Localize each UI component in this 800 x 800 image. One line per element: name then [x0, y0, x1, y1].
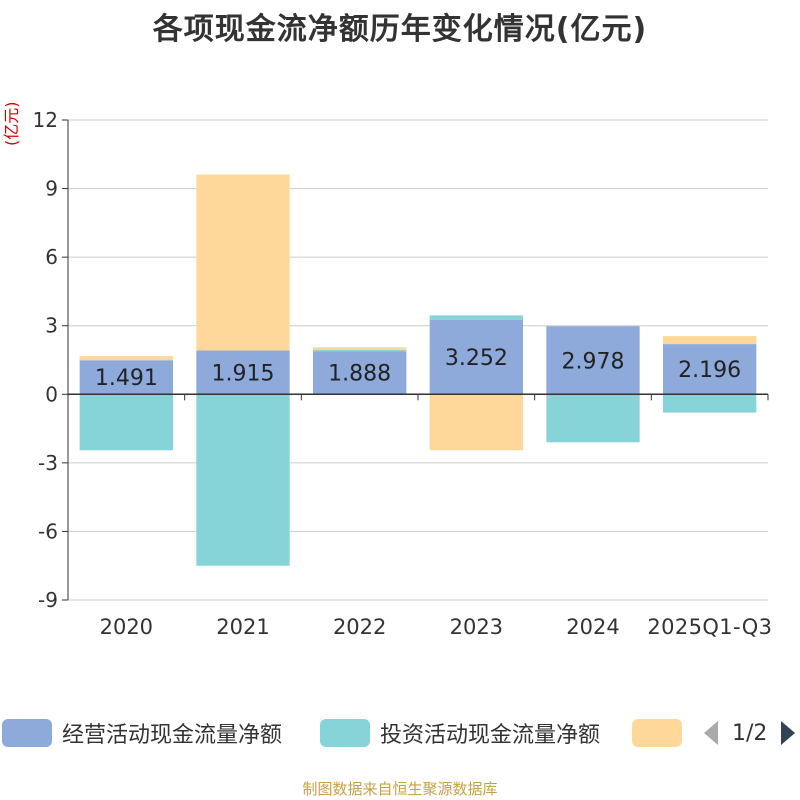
bar-data-label: 2.978 [562, 349, 625, 374]
bar-data-label: 3.252 [445, 346, 508, 371]
x-tick-label: 2021 [216, 615, 269, 639]
bar-operating [546, 326, 640, 395]
bar-investing [79, 394, 173, 451]
legend-item-financing[interactable] [632, 716, 692, 750]
legend-pager: 1/2 [700, 716, 799, 750]
bar-investing [313, 349, 407, 352]
legend: 经营活动现金流量净额 投资活动现金流量净额 1/2 [0, 716, 800, 756]
legend-label-investing: 投资活动现金流量净额 [380, 723, 601, 748]
legend-swatch-investing [320, 719, 370, 747]
y-tick-label: 3 [45, 314, 58, 338]
bar-operating [196, 350, 290, 395]
pager-next-icon[interactable] [777, 718, 799, 748]
pager-page-text: 1/2 [732, 720, 768, 746]
legend-swatch-financing [632, 719, 682, 747]
legend-swatch-operating [2, 719, 52, 747]
bar-financing [429, 394, 523, 451]
bar-financing [79, 356, 173, 361]
bar-investing [429, 315, 523, 320]
y-tick-label: 6 [45, 245, 58, 269]
y-tick-label: -6 [38, 519, 58, 543]
bar-operating [429, 319, 523, 395]
bar-investing [196, 394, 290, 566]
bar-investing [663, 394, 757, 413]
bar-operating [79, 360, 173, 395]
legend-item-investing[interactable]: 投资活动现金流量净额 [320, 716, 600, 750]
pager-prev-icon[interactable] [700, 718, 722, 748]
bar-chart: 12 9 6 3 0 -3 -6 -9 1.491 1.915 1.888 3.252 2.978 2.1… [33, 108, 772, 639]
bar-financing [196, 174, 290, 351]
y-tick-label: -3 [38, 451, 58, 475]
y-tick-label: -9 [38, 588, 58, 612]
bar-investing [546, 394, 640, 443]
y-tick-label: 9 [45, 177, 58, 201]
legend-label-operating: 经营活动现金流量净额 [62, 723, 283, 748]
bar-data-label: 2.196 [678, 358, 741, 383]
bar-financing [663, 336, 757, 345]
bar-data-label: 1.491 [95, 366, 158, 391]
bar-data-label: 1.915 [212, 361, 275, 386]
bar-operating [663, 344, 757, 395]
x-tick-label: 2020 [100, 615, 153, 639]
legend-item-operating[interactable]: 经营活动现金流量净额 [2, 716, 282, 750]
y-tick-label: 12 [33, 108, 58, 132]
x-tick-label: 2025Q1-Q3 [647, 615, 772, 639]
bar-operating [313, 351, 407, 395]
x-tick-label: 2024 [566, 615, 619, 639]
bar-financing [313, 347, 407, 350]
chart-title: 各项现金流净额历年变化情况(亿元) [152, 12, 648, 47]
y-tick-label: 0 [45, 382, 58, 406]
bar-data-label: 1.888 [328, 362, 391, 387]
data-source-note: 制图数据来自恒生聚源数据库 [302, 780, 498, 798]
x-tick-label: 2023 [450, 615, 503, 639]
x-tick-label: 2022 [333, 615, 386, 639]
